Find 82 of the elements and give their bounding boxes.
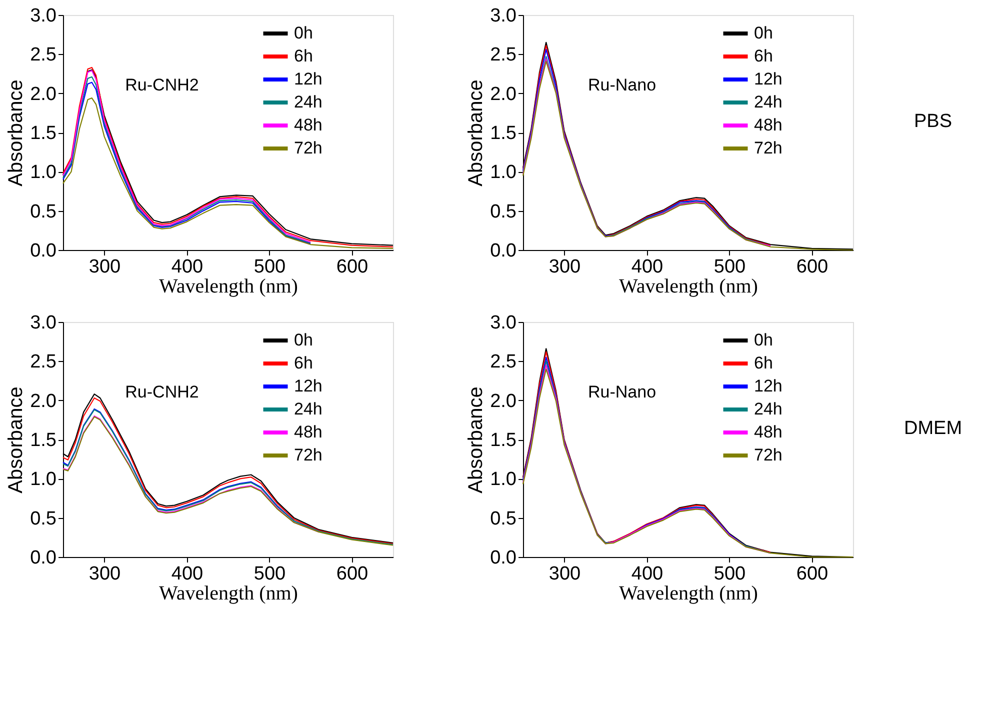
y-axis-title: Absorbance — [465, 386, 488, 494]
y-tick-label: 1.0 — [30, 469, 56, 490]
y-axis-title: Absorbance — [5, 80, 28, 186]
legend-label: 48h — [294, 116, 322, 134]
y-tick-label: 0.5 — [30, 201, 56, 222]
x-tick-label: 400 — [631, 564, 664, 584]
legend-label: 6h — [754, 354, 773, 372]
legend-label: 48h — [754, 116, 782, 134]
annotation: Ru-CNH2 — [125, 382, 199, 402]
x-tick-label: 600 — [796, 256, 828, 278]
y-tick-label: 2.0 — [490, 84, 516, 105]
legend-label: 6h — [294, 46, 313, 66]
y-tick-label: 2.5 — [490, 44, 516, 66]
annotation: Ru-Nano — [588, 382, 656, 402]
y-tick-label: 0.0 — [30, 240, 56, 262]
x-tick-label: 400 — [171, 256, 204, 278]
y-tick-label: 1.5 — [30, 430, 56, 451]
y-tick-label: 0.0 — [490, 240, 516, 262]
legend-label: 72h — [754, 446, 782, 464]
y-tick-label: 2.0 — [30, 84, 56, 105]
legend-label: 48h — [754, 422, 782, 442]
y-tick-label: 2.5 — [30, 44, 56, 66]
annotation: Ru-Nano — [588, 76, 656, 94]
x-tick-label: 300 — [548, 256, 581, 278]
x-tick-label: 300 — [88, 256, 121, 278]
x-tick-label: 500 — [254, 256, 286, 278]
legend-label: 0h — [754, 330, 773, 350]
y-tick-label: 1.0 — [490, 162, 516, 184]
text: DMEM — [904, 418, 962, 439]
y-tick-label: 0.5 — [490, 201, 516, 222]
y-tick-label: 1.5 — [490, 123, 516, 144]
x-tick-label: 600 — [336, 256, 368, 278]
x-axis-title: Wavelength (nm) — [159, 276, 298, 298]
y-tick-label: 2.5 — [30, 352, 56, 373]
legend-label: 12h — [754, 70, 782, 88]
x-axis-title: Wavelength (nm) — [159, 582, 298, 604]
y-tick-label: 0.0 — [30, 548, 56, 568]
x-tick-label: 400 — [631, 256, 664, 278]
y-tick-label: 3.0 — [30, 312, 56, 334]
y-tick-label: 0.0 — [490, 548, 516, 568]
x-tick-label: 300 — [548, 564, 581, 584]
annotation: Ru-CNH2 — [125, 76, 199, 94]
x-tick-label: 600 — [336, 564, 368, 584]
y-tick-label: 2.0 — [490, 390, 516, 412]
legend-label: 72h — [294, 138, 322, 158]
legend-label: 0h — [294, 330, 313, 350]
legend-label: 0h — [754, 24, 773, 42]
legend-label: 72h — [754, 138, 782, 158]
y-tick-label: 0.5 — [490, 508, 516, 530]
y-tick-label: 2.5 — [490, 352, 516, 373]
y-tick-label: 1.0 — [30, 162, 56, 184]
legend-label: 12h — [294, 70, 322, 88]
y-tick-label: 1.5 — [30, 123, 56, 144]
x-axis-title: Wavelength (nm) — [619, 276, 758, 298]
legend-label: 24h — [294, 92, 322, 112]
legend-label: 6h — [294, 354, 313, 372]
y-tick-label: 3.0 — [490, 6, 516, 26]
legend-label: 0h — [294, 24, 313, 42]
x-tick-label: 500 — [714, 564, 746, 584]
legend-label: 6h — [754, 46, 773, 66]
legend-label: 24h — [754, 92, 782, 112]
y-axis-title: Absorbance — [5, 386, 28, 494]
x-tick-label: 500 — [254, 564, 286, 584]
x-axis-title: Wavelength (nm) — [619, 582, 758, 604]
legend-label: 48h — [294, 422, 322, 442]
y-tick-label: 1.5 — [490, 430, 516, 451]
text: PBS — [914, 110, 952, 132]
y-tick-label: 3.0 — [30, 6, 56, 26]
y-tick-label: 3.0 — [490, 312, 516, 334]
x-tick-label: 500 — [714, 256, 746, 278]
y-tick-label: 1.0 — [490, 469, 516, 490]
legend-label: 24h — [294, 400, 322, 418]
x-tick-label: 300 — [88, 564, 121, 584]
x-tick-label: 400 — [171, 564, 204, 584]
y-axis-title: Absorbance — [465, 80, 488, 186]
legend-label: 24h — [754, 400, 782, 418]
y-tick-label: 0.5 — [30, 508, 56, 530]
x-tick-label: 600 — [796, 564, 828, 584]
legend-label: 12h — [294, 376, 322, 396]
y-tick-label: 2.0 — [30, 390, 56, 412]
legend-label: 12h — [754, 376, 782, 396]
legend-label: 72h — [294, 446, 322, 464]
